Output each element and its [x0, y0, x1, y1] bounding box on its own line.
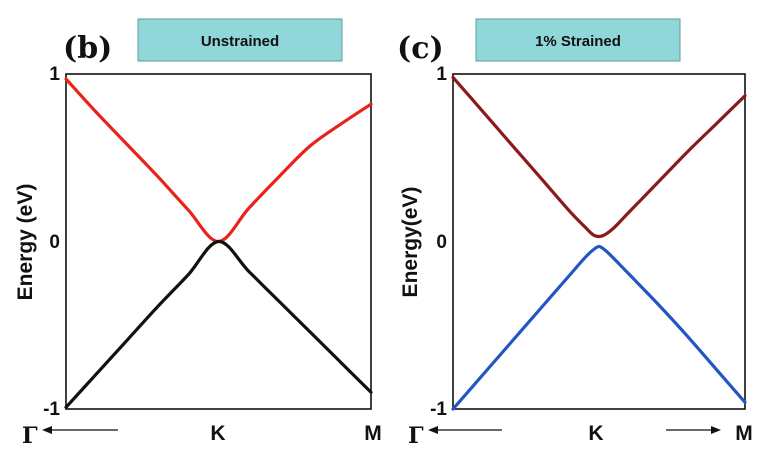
panel-b-xtick-gamma: Γ — [22, 423, 38, 449]
panel-c-arrow-right-icon — [666, 426, 721, 434]
panel-c-ytick-mid: 0 — [436, 232, 447, 253]
panel-c-band-line-1 — [451, 75, 747, 239]
panel-c-label: (c) — [397, 31, 444, 66]
panel-b-plot-frame — [65, 73, 372, 410]
panel-b-ylabel: Energy (eV) — [14, 184, 37, 301]
panel-b-xtick-k: K — [210, 422, 225, 445]
panel-b-band-line-2 — [64, 239, 373, 409]
panel-c: (c) 1% Strained 1 0 -1 Energy(eV) Γ K M — [397, 18, 753, 449]
panel-c-ytick-bottom: -1 — [430, 399, 447, 420]
panel-c-arrow-left-icon — [428, 426, 502, 434]
panel-b-label: (b) — [63, 31, 112, 66]
panel-c-ytick-top: 1 — [436, 64, 447, 85]
panel-b-ytick-mid: 0 — [49, 232, 60, 253]
panel-c-band-line-2 — [451, 244, 747, 411]
panel-b-ytick-top: 1 — [49, 64, 60, 85]
panel-b-arrow-left-icon — [42, 426, 118, 434]
panel-c-xtick-m: M — [735, 422, 753, 445]
panel-b-ytick-bottom: -1 — [43, 399, 60, 420]
panel-c-plot-frame — [452, 73, 746, 410]
panel-c-xtick-k: K — [588, 422, 603, 445]
panel-b: (b) Unstrained 1 0 -1 Energy (eV) Γ K M — [14, 18, 382, 449]
panel-c-series — [451, 75, 747, 411]
panel-b-band-line-1 — [64, 77, 373, 244]
panel-c-xtick-gamma: Γ — [408, 423, 424, 449]
panel-c-ylabel: Energy(eV) — [399, 187, 422, 298]
panel-b-series — [64, 77, 373, 409]
panel-b-xtick-m: M — [364, 422, 382, 445]
panel-b-title-box — [137, 18, 343, 62]
panel-b-title: Unstrained — [201, 33, 279, 50]
panel-c-title-box — [475, 18, 681, 62]
panel-c-title: 1% Strained — [535, 33, 621, 50]
